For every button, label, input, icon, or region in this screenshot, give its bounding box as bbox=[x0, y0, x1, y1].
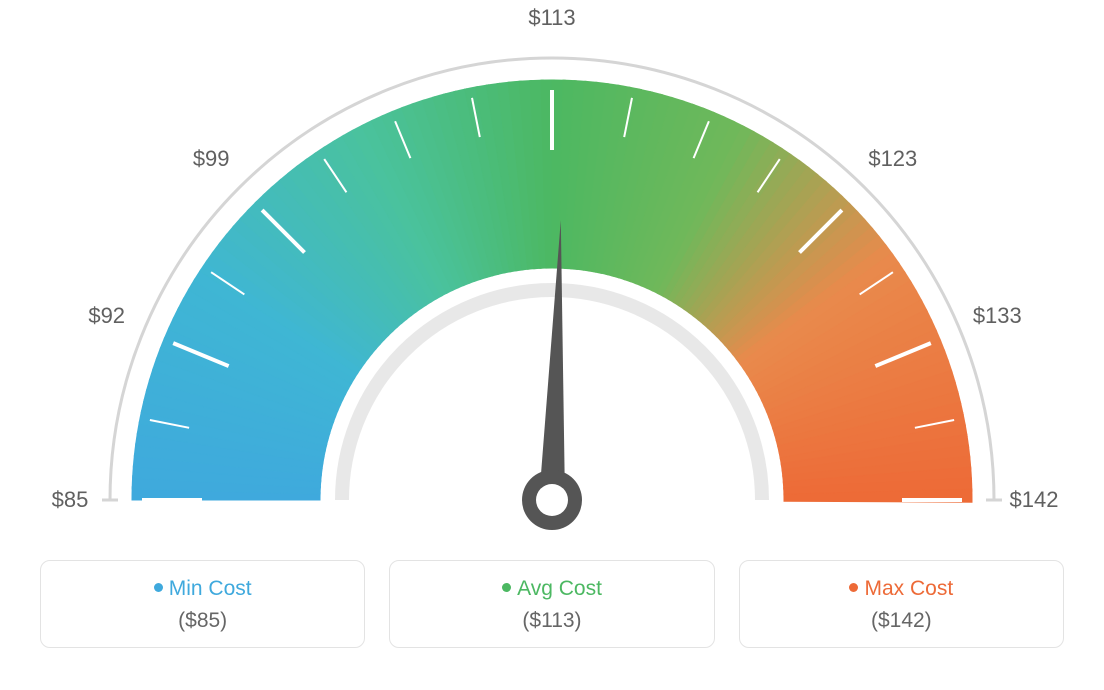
legend-row: Min Cost ($85) Avg Cost ($113) Max Cost ($142… bbox=[0, 560, 1104, 668]
legend-value: ($142) bbox=[740, 609, 1063, 633]
gauge-svg bbox=[0, 0, 1104, 560]
legend-title: Min Cost bbox=[41, 577, 364, 601]
legend-value: ($85) bbox=[41, 609, 364, 633]
legend-title: Avg Cost bbox=[390, 577, 713, 601]
legend-card: Min Cost ($85) bbox=[40, 560, 365, 648]
gauge-tick-label: $142 bbox=[1010, 487, 1059, 513]
legend-dot-icon bbox=[849, 583, 858, 592]
legend-dot-icon bbox=[154, 583, 163, 592]
gauge-tick-label: $99 bbox=[193, 146, 230, 172]
gauge-tick-label: $123 bbox=[868, 146, 917, 172]
legend-title-text: Avg Cost bbox=[517, 577, 602, 600]
legend-title-text: Min Cost bbox=[169, 577, 252, 600]
gauge-tick-label: $133 bbox=[973, 303, 1022, 329]
legend-dot-icon bbox=[502, 583, 511, 592]
legend-title: Max Cost bbox=[740, 577, 1063, 601]
legend-title-text: Max Cost bbox=[864, 577, 953, 600]
legend-card: Avg Cost ($113) bbox=[389, 560, 714, 648]
gauge-tick-label: $92 bbox=[88, 303, 125, 329]
legend-value: ($113) bbox=[390, 609, 713, 633]
gauge-tick-label: $113 bbox=[528, 5, 575, 31]
gauge-chart: $85 $92 $99 $113 $123 $133 $142 bbox=[0, 0, 1104, 560]
gauge-tick-label: $85 bbox=[52, 487, 89, 513]
legend-card: Max Cost ($142) bbox=[739, 560, 1064, 648]
